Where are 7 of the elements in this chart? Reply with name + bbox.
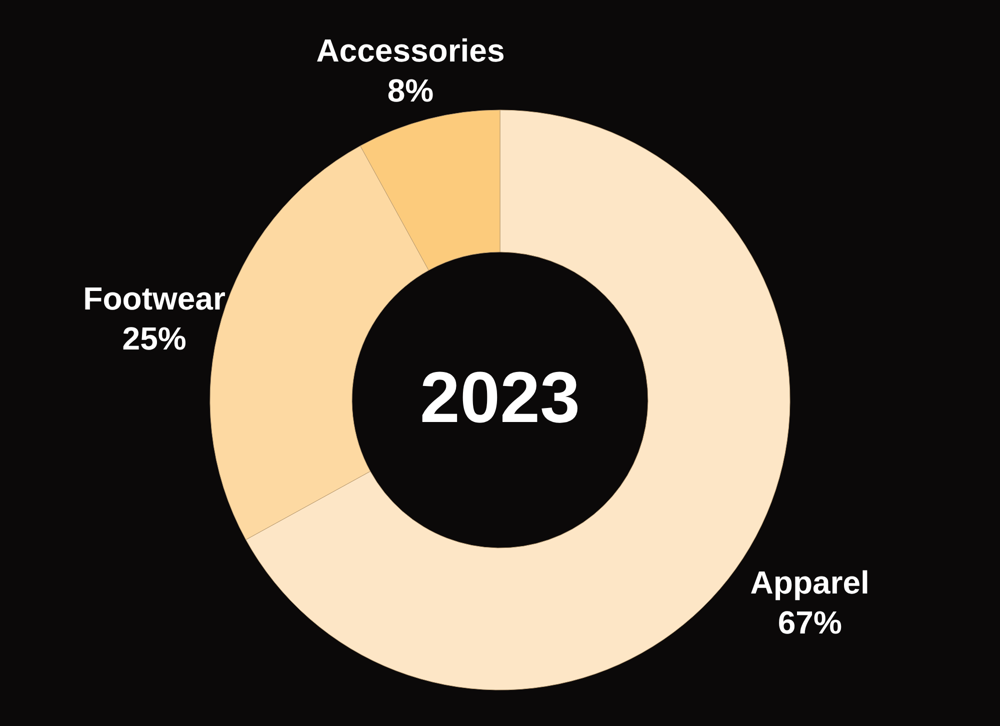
text: 2023 — [420, 358, 580, 438]
slice-label: Footwear — [83, 280, 226, 317]
data-label: 25% — [122, 320, 186, 357]
slice-label: Apparel — [750, 564, 870, 600]
data-label: 67% — [778, 604, 842, 640]
slice-label: Accessories — [316, 32, 505, 68]
data-label: 8% — [387, 72, 434, 108]
